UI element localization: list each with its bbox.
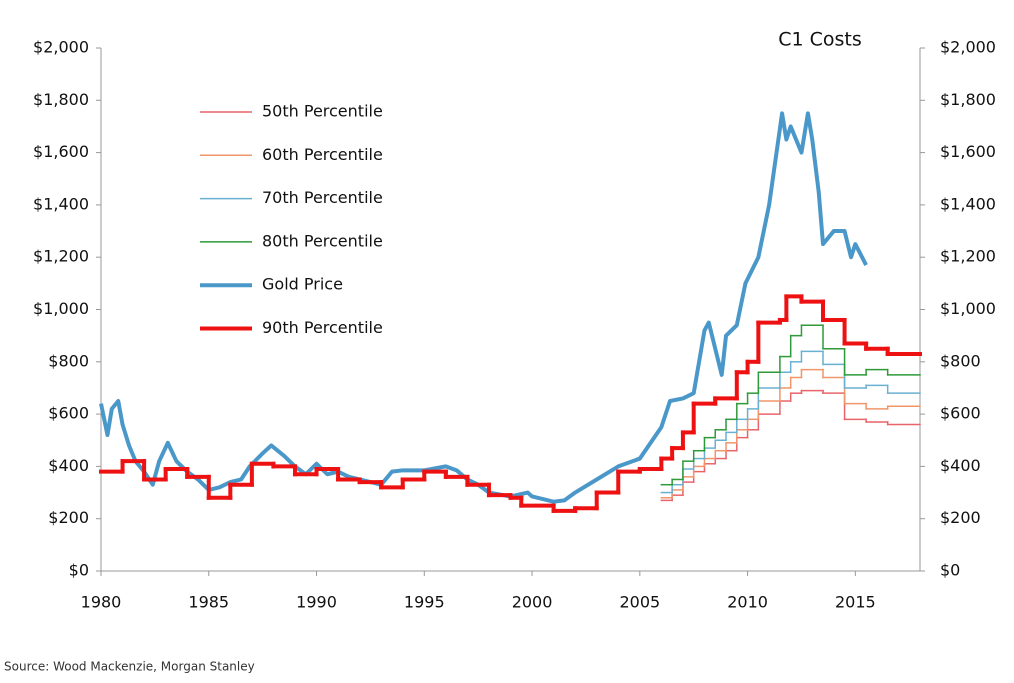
- y2-tick-label: $600: [940, 404, 981, 423]
- y2-tick-label: $2,000: [940, 38, 996, 57]
- y2-tick-label: $0: [940, 561, 960, 580]
- x-tick-label: 2005: [619, 593, 660, 612]
- y2-tick-label: $1,000: [940, 299, 996, 318]
- legend-label: 90th Percentile: [262, 318, 383, 337]
- y-tick-label: $600: [48, 404, 89, 423]
- y-tick-label: $800: [48, 351, 89, 370]
- x-tick-label: 1990: [296, 593, 337, 612]
- y-tick-label: $1,400: [33, 194, 89, 213]
- y-tick-label: $1,200: [33, 247, 89, 266]
- line-series: [99, 111, 868, 504]
- y-tick-label: $1,800: [33, 90, 89, 109]
- y2-tick-label: $1,400: [940, 194, 996, 213]
- x-tick-label: 2000: [512, 593, 553, 612]
- source-note: Source: Wood Mackenzie, Morgan Stanley: [4, 660, 255, 674]
- y2-tick-label: $800: [940, 351, 981, 370]
- chart-title: C1 Costs: [778, 29, 862, 51]
- legend-label: 70th Percentile: [262, 188, 383, 207]
- y2-tick-label: $1,200: [940, 247, 996, 266]
- y-tick-label: $400: [48, 456, 89, 475]
- x-tick-label: 1995: [404, 593, 445, 612]
- y-tick-label: $2,000: [33, 38, 89, 57]
- legend-label: 80th Percentile: [262, 231, 383, 250]
- x-tick-label: 2015: [835, 593, 876, 612]
- x-tick-label: 2010: [727, 593, 768, 612]
- y-tick-label: $1,000: [33, 299, 89, 318]
- legend-label: Gold Price: [262, 275, 343, 294]
- legend-label: 60th Percentile: [262, 145, 383, 164]
- x-tick-label: 1985: [188, 593, 229, 612]
- y2-tick-label: $1,800: [940, 90, 996, 109]
- y2-tick-label: $1,600: [940, 142, 996, 161]
- y2-tick-label: $200: [940, 508, 981, 527]
- y2-tick-label: $400: [940, 456, 981, 475]
- y-tick-label: $1,600: [33, 142, 89, 161]
- legend-label: 50th Percentile: [262, 102, 383, 121]
- x-tick-label: 1980: [81, 593, 122, 612]
- y-tick-label: $200: [48, 508, 89, 527]
- y-tick-label: $0: [69, 561, 89, 580]
